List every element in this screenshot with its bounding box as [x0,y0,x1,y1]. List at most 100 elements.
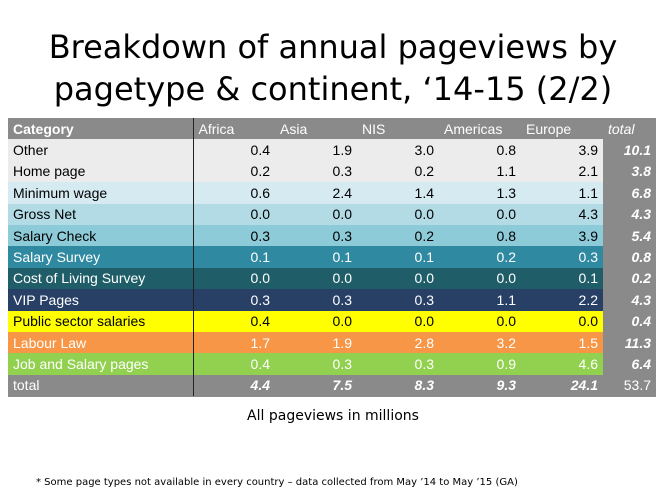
category-cell: Gross Net [13,206,77,223]
table-body: Other 0.4 1.9 3.0 0.8 3.9 10.1 Home page 0.2 0.3 0… [8,139,656,397]
value-cell: 0.2 [496,249,516,266]
value-cell: 0.3 [192,289,275,311]
table-row: Salary Survey 0.1 0.1 0.1 0.2 0.3 0.8 [8,246,656,268]
table-row: Other 0.4 1.9 3.0 0.8 3.9 10.1 [8,139,656,161]
value-cell: 2.8 [414,334,434,351]
value-cell: 0.3 [414,291,434,308]
unit-note: All pageviews in millions [247,408,419,424]
table-row: Labour Law 1.7 1.9 2.8 3.2 1.5 11.3 [8,331,656,354]
value-cell: 0.1 [192,246,275,268]
value-cell: 0.6 [192,182,275,204]
table-row: Public sector salaries 0.4 0.0 0.0 0.0 0.0 0.4 [8,310,656,332]
value-cell: 0.0 [496,270,516,287]
value-cell: 1.4 [414,184,434,201]
value-cell: 0.0 [414,206,434,223]
value-cell: 0.0 [332,206,352,223]
value-cell: 0.3 [192,224,275,247]
category-cell: Public sector salaries [13,313,146,330]
value-cell: 1.1 [496,163,516,180]
value-cell: 3.0 [414,142,434,159]
pageviews-table-wrap: Category Africa Asia NIS Americas Europe… [8,118,656,397]
category-cell: Labour Law [13,334,87,351]
category-cell: Minimum wage [13,184,108,201]
value-cell: 0.3 [414,355,434,372]
column-header: Asia [280,120,308,137]
value-cell: 0.3 [332,227,352,244]
value-cell: 0.0 [414,313,434,330]
row-total-cell: 5.4 [603,224,656,247]
column-total-cell: 8.3 [357,374,439,397]
total-row: total 4.4 7.5 8.3 9.3 24.1 53.7 [8,374,656,397]
column-header: NIS [362,120,386,137]
value-cell: 0.1 [414,249,434,266]
value-cell: 4.6 [578,355,598,372]
category-cell: Job and Salary pages [13,355,149,372]
value-cell: 0.0 [578,313,598,330]
value-cell: 1.7 [192,331,275,354]
category-cell: Salary Check [13,227,97,244]
row-total-cell: 4.3 [603,203,656,225]
value-cell: 0.3 [578,249,598,266]
value-cell: 0.3 [332,291,352,308]
footnote: * Some page types not available in every… [36,477,518,488]
row-total-cell: 6.4 [603,353,656,375]
category-cell: VIP Pages [13,291,79,308]
value-cell: 1.3 [496,184,516,201]
column-header: Africa [192,118,275,140]
value-cell: 0.0 [332,313,352,330]
category-cell: total [8,374,193,397]
value-cell: 1.5 [578,334,598,351]
column-total-cell: 4.4 [192,374,275,397]
category-cell: Cost of Living Survey [13,270,146,287]
value-cell: 0.4 [192,310,275,332]
column-total-cell: 9.3 [439,374,521,397]
value-cell: 0.9 [496,355,516,372]
value-cell: 0.0 [332,270,352,287]
value-cell: 1.1 [578,184,598,201]
table-row: Minimum wage 0.6 2.4 1.4 1.3 1.1 6.8 [8,182,656,204]
value-cell: 1.1 [496,291,516,308]
value-cell: 0.8 [496,142,516,159]
table-row: Cost of Living Survey 0.0 0.0 0.0 0.0 0.1 0.2 [8,267,656,290]
value-cell: 4.3 [578,206,598,223]
column-header: Americas [444,120,503,137]
value-cell: 0.0 [496,206,516,223]
table-row: VIP Pages 0.3 0.3 0.3 1.1 2.2 4.3 [8,289,656,311]
value-cell: 3.2 [496,334,516,351]
value-cell: 0.4 [192,139,275,161]
column-header: Category [13,120,74,137]
slide-title: Breakdown of annual pageviews by pagetyp… [48,28,618,108]
table-row: Gross Net 0.0 0.0 0.0 0.0 4.3 4.3 [8,203,656,225]
value-cell: 0.0 [192,267,275,290]
row-total-cell: 10.1 [603,139,656,161]
category-cell: Other [13,142,49,159]
value-cell: 2.4 [332,184,352,201]
value-cell: 1.9 [332,334,352,351]
value-cell: 0.2 [192,160,275,183]
row-total-cell: 0.2 [603,267,656,290]
grand-total-cell: 53.7 [603,374,656,397]
column-header: total [608,120,635,137]
table-row: Job and Salary pages 0.4 0.3 0.3 0.9 4.6 6.4 [8,353,656,375]
value-cell: 0.3 [332,163,352,180]
row-total-cell: 0.4 [603,310,656,332]
row-total-cell: 0.8 [603,246,656,268]
category-cell: Home page [13,163,86,180]
value-cell: 2.2 [578,291,598,308]
row-total-cell: 3.8 [603,160,656,183]
value-cell: 0.0 [192,203,275,225]
table-row: Salary Check 0.3 0.3 0.2 0.8 3.9 5.4 [8,224,656,247]
row-total-cell: 6.8 [603,182,656,204]
value-cell: 0.0 [496,313,516,330]
value-cell: 0.0 [414,270,434,287]
row-total-cell: 11.3 [603,331,656,354]
table-row: Home page 0.2 0.3 0.2 1.1 2.1 3.8 [8,160,656,183]
value-cell: 0.1 [578,270,598,287]
column-total-cell: 24.1 [521,374,603,397]
value-cell: 0.4 [192,353,275,375]
value-cell: 0.1 [332,249,352,266]
value-cell: 0.2 [414,163,434,180]
pageviews-table: Category Africa Asia NIS Americas Europe… [8,118,657,397]
column-total-cell: 7.5 [275,374,357,397]
category-cell: Salary Survey [13,249,101,266]
